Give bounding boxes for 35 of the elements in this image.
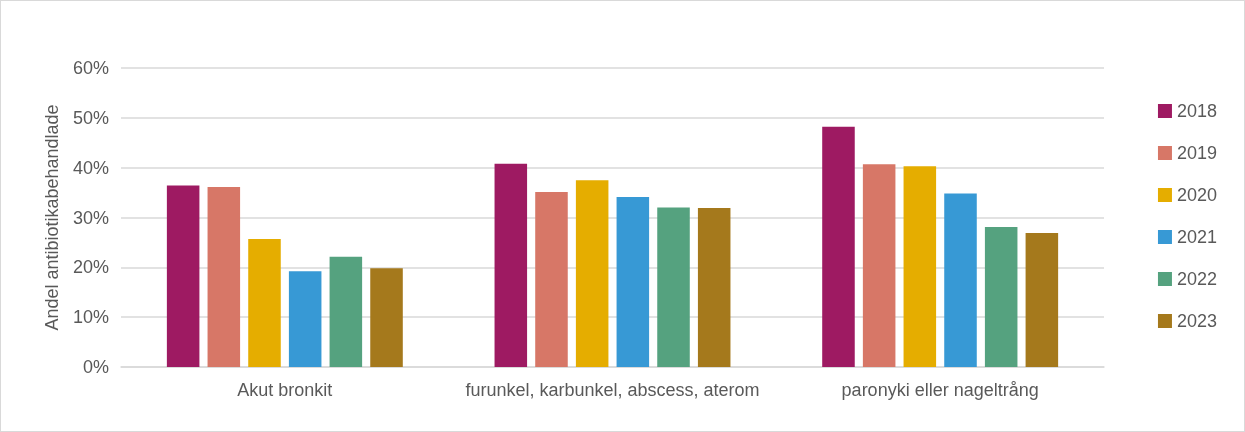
y-tick-label: 0% — [82, 357, 109, 377]
bar — [535, 192, 568, 367]
y-tick-label: 30% — [72, 207, 109, 228]
bar — [944, 193, 977, 367]
legend-label: 2020 — [1176, 185, 1217, 205]
bar — [616, 197, 650, 367]
x-tick-label: paronyki eller nageltrång — [841, 380, 1039, 400]
bar — [697, 208, 731, 367]
bar — [862, 164, 896, 367]
legend-label: 2019 — [1176, 143, 1217, 163]
bar — [657, 207, 690, 367]
y-tick-label: 40% — [72, 157, 109, 178]
bar — [1025, 232, 1059, 367]
y-tick-label: 10% — [72, 307, 109, 328]
legend-label: 2022 — [1176, 269, 1217, 289]
bar — [822, 126, 855, 367]
bar — [984, 226, 1018, 367]
bar — [207, 187, 241, 367]
bar — [903, 166, 937, 367]
bar — [288, 271, 322, 367]
bar — [370, 268, 403, 367]
y-tick-label: 20% — [72, 257, 109, 278]
legend-label: 2023 — [1176, 311, 1217, 331]
legend-label: 2018 — [1176, 101, 1217, 121]
bar — [494, 163, 528, 367]
bar — [329, 256, 363, 367]
bar — [575, 180, 609, 367]
bar — [248, 238, 281, 367]
x-tick-label: furunkel, karbunkel, abscess, aterom — [465, 380, 760, 400]
x-tick-label: Akut bronkit — [237, 380, 333, 400]
legend-label: 2021 — [1176, 227, 1217, 247]
y-tick-label: 50% — [72, 107, 109, 128]
y-tick-label: 60% — [72, 58, 109, 78]
y-axis-title: Andel antibiotikabehandlade — [42, 104, 62, 331]
bar — [166, 185, 200, 367]
